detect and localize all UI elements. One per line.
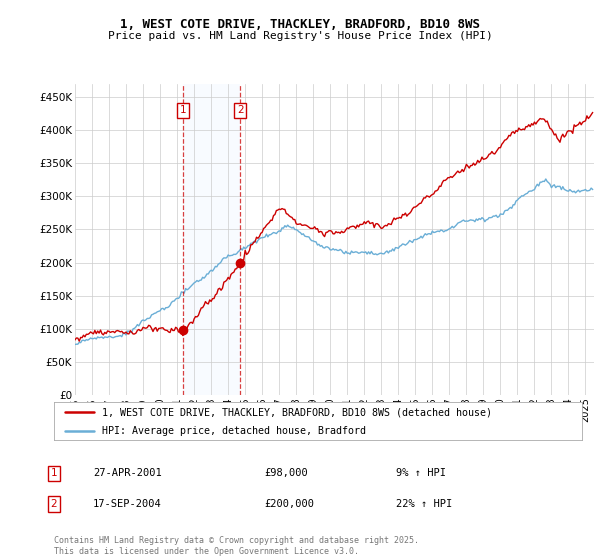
Text: £200,000: £200,000 — [264, 499, 314, 509]
Bar — [183, 84, 241, 395]
Text: 1: 1 — [179, 105, 186, 115]
Text: 1, WEST COTE DRIVE, THACKLEY, BRADFORD, BD10 8WS (detached house): 1, WEST COTE DRIVE, THACKLEY, BRADFORD, … — [101, 407, 491, 417]
Text: 1, WEST COTE DRIVE, THACKLEY, BRADFORD, BD10 8WS: 1, WEST COTE DRIVE, THACKLEY, BRADFORD, … — [120, 18, 480, 31]
Text: 2: 2 — [50, 499, 58, 509]
Text: 27-APR-2001: 27-APR-2001 — [93, 468, 162, 478]
Text: 9% ↑ HPI: 9% ↑ HPI — [396, 468, 446, 478]
Text: £98,000: £98,000 — [264, 468, 308, 478]
Text: 2: 2 — [237, 105, 244, 115]
Text: 1: 1 — [50, 468, 58, 478]
Text: 22% ↑ HPI: 22% ↑ HPI — [396, 499, 452, 509]
Text: HPI: Average price, detached house, Bradford: HPI: Average price, detached house, Brad… — [101, 426, 365, 436]
Text: 17-SEP-2004: 17-SEP-2004 — [93, 499, 162, 509]
Text: Price paid vs. HM Land Registry's House Price Index (HPI): Price paid vs. HM Land Registry's House … — [107, 31, 493, 41]
Text: Contains HM Land Registry data © Crown copyright and database right 2025.
This d: Contains HM Land Registry data © Crown c… — [54, 536, 419, 556]
